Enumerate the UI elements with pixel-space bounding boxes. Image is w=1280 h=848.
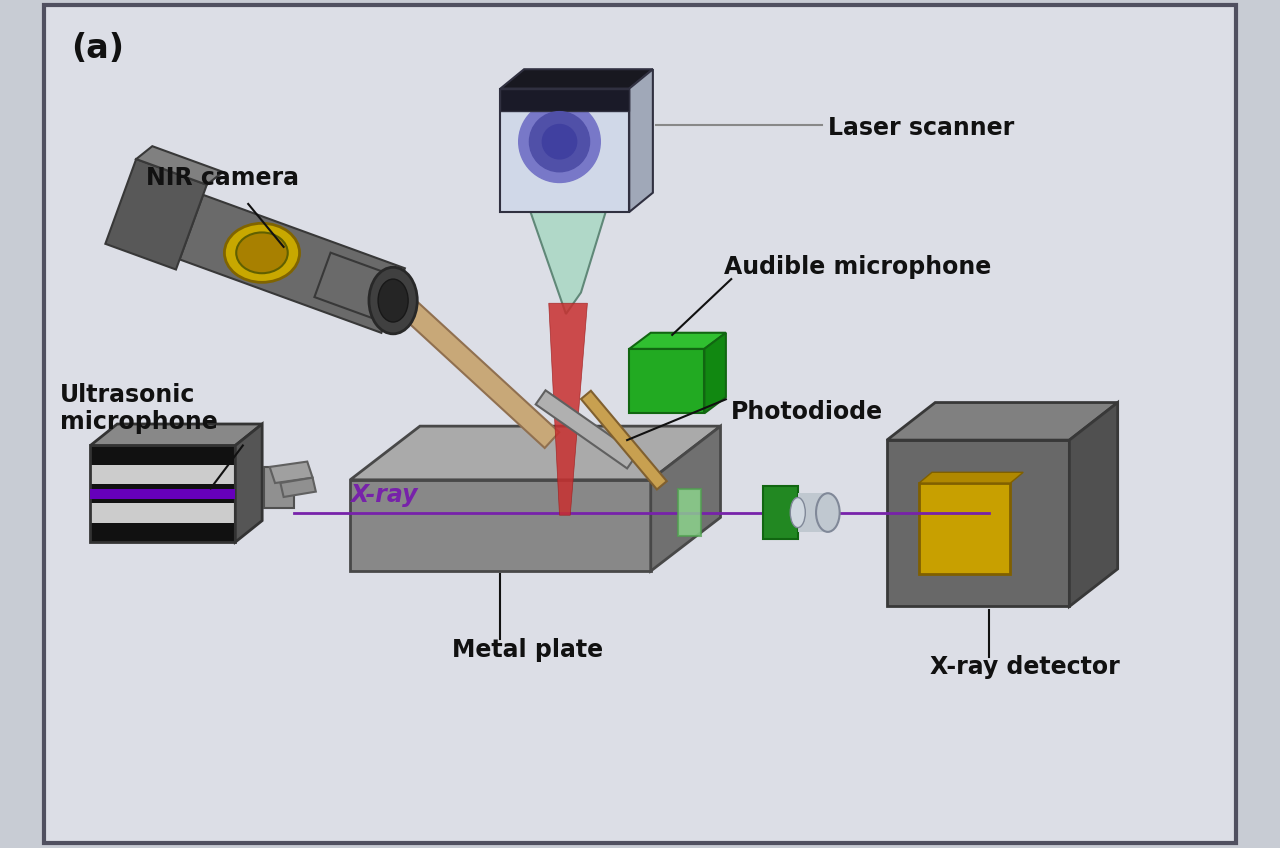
Polygon shape [500,70,653,88]
Polygon shape [630,349,704,413]
Polygon shape [315,253,401,323]
Bar [351,480,650,571]
Text: Photodiode: Photodiode [731,399,883,424]
Polygon shape [270,461,312,483]
Bar [91,522,236,542]
Text: X-ray detector: X-ray detector [929,656,1120,679]
Ellipse shape [224,223,300,282]
Bar [91,445,236,465]
Polygon shape [887,403,1117,440]
Polygon shape [179,195,404,332]
Polygon shape [1069,403,1117,606]
Text: NIR camera: NIR camera [146,165,300,190]
Polygon shape [536,390,637,468]
Bar [264,467,294,508]
Bar [919,483,1010,574]
Bar [91,465,236,484]
FancyBboxPatch shape [45,5,1235,843]
Bar [91,484,236,504]
Ellipse shape [790,498,805,527]
Bar [500,88,630,212]
Bar [677,489,701,536]
Polygon shape [236,424,262,542]
Polygon shape [650,427,721,571]
Polygon shape [630,332,726,349]
Text: Audible microphone: Audible microphone [723,254,991,279]
Ellipse shape [237,232,288,273]
Polygon shape [581,391,667,489]
Polygon shape [105,159,207,270]
Polygon shape [704,332,726,413]
Bar [91,489,236,499]
Polygon shape [530,212,605,314]
Text: X-ray: X-ray [351,483,417,507]
Polygon shape [91,424,262,445]
Bar [887,440,1069,606]
Bar [797,494,828,532]
Polygon shape [351,427,721,480]
Text: Laser scanner: Laser scanner [828,116,1014,140]
Ellipse shape [817,494,840,532]
Polygon shape [280,477,316,497]
Bar [500,88,630,111]
Circle shape [518,101,600,182]
Text: Metal plate: Metal plate [452,638,603,662]
Text: (a): (a) [72,32,124,65]
Polygon shape [136,146,223,185]
Ellipse shape [378,279,408,322]
Text: Ultrasonic
microphone: Ultrasonic microphone [60,382,218,434]
Polygon shape [919,472,1023,483]
Bar [91,445,236,542]
Bar [91,504,236,522]
Bar [763,486,797,539]
Polygon shape [549,304,588,516]
Polygon shape [399,298,559,448]
Circle shape [543,125,577,159]
Circle shape [530,112,590,172]
Polygon shape [630,70,653,212]
Ellipse shape [369,267,417,334]
